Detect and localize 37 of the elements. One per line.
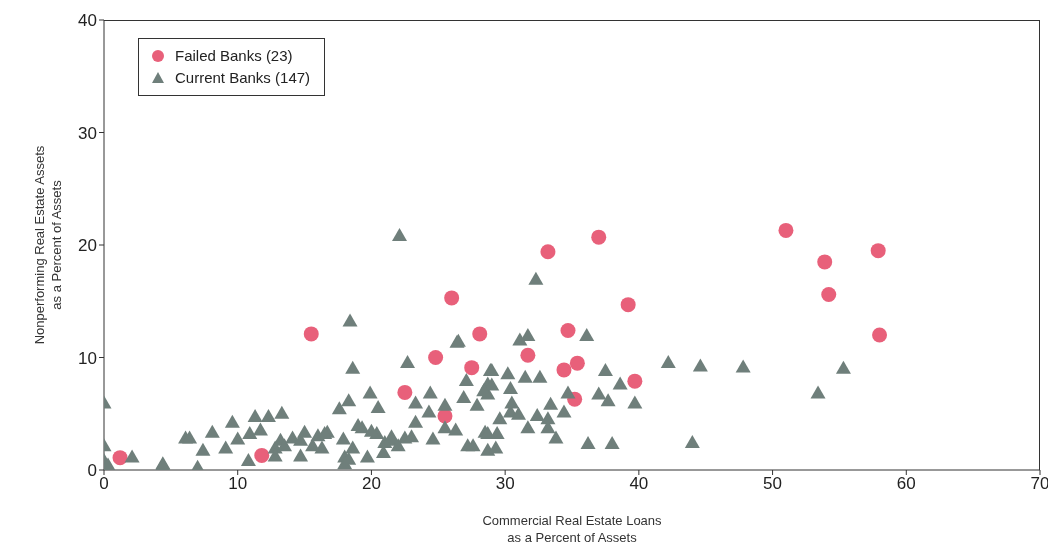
- legend-label: Current Banks (147): [175, 68, 311, 88]
- y-tick-label: 30: [78, 123, 97, 143]
- x-tick-label: 20: [361, 474, 381, 494]
- point: [428, 350, 444, 365]
- point: [821, 287, 837, 302]
- point: [303, 326, 319, 342]
- y-tick-label: 10: [78, 348, 97, 368]
- point: [870, 243, 886, 259]
- x-tick-label: 50: [763, 474, 783, 494]
- y-axis-title: Nonperforming Real Estate Assets as a Percent of Assets: [31, 144, 65, 347]
- point: [397, 384, 413, 400]
- point: [620, 297, 636, 313]
- point: [872, 327, 888, 343]
- y-tick-label: 0: [87, 461, 97, 481]
- y-tick-label: 40: [78, 11, 97, 31]
- point: [569, 355, 585, 371]
- point: [556, 362, 572, 378]
- point: [627, 373, 643, 389]
- legend-label: Failed Banks (23): [175, 46, 293, 66]
- point: [540, 244, 556, 260]
- x-tick-label: 70: [1030, 474, 1048, 494]
- point: [591, 229, 607, 245]
- x-tick-label: 40: [629, 474, 649, 494]
- point: [560, 323, 576, 338]
- point: [817, 254, 833, 270]
- point: [112, 450, 128, 466]
- point: [520, 347, 536, 363]
- point: [254, 447, 270, 463]
- point: [444, 290, 460, 306]
- point: [464, 360, 480, 376]
- point: [472, 326, 488, 342]
- x-axis-title: Commercial Real Estate Loans as a Percent of Assets: [481, 512, 663, 546]
- y-tick-label: 20: [78, 236, 97, 256]
- x-tick-label: 60: [896, 474, 916, 494]
- x-tick-label: 30: [495, 474, 515, 494]
- point: [778, 222, 794, 238]
- x-tick-label: 10: [228, 474, 248, 494]
